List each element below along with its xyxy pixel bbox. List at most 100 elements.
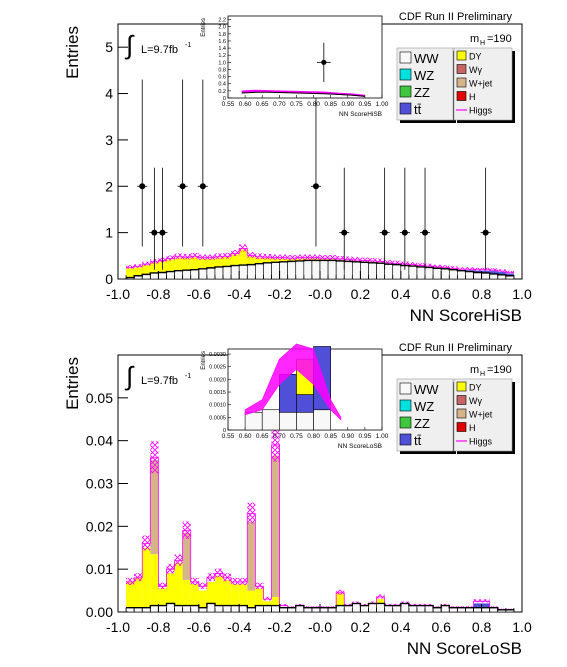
higgs-band-12 — [223, 573, 232, 582]
bar-ww-34 — [400, 603, 410, 613]
higgs-band-25 — [328, 255, 337, 261]
higgs-band-13 — [231, 249, 240, 257]
legend-swatch-2 — [399, 416, 412, 429]
x-tick-label-7: 0.4 — [391, 619, 411, 635]
inset-y-tick-label-10: 2.0 — [218, 25, 226, 31]
higgs-band-32 — [384, 260, 393, 265]
bar-dy-14 — [239, 584, 248, 606]
higgs-band-37 — [425, 263, 434, 268]
x-tick-label-4: -0.2 — [268, 619, 292, 635]
bar-dy-9 — [198, 258, 207, 269]
data-point-0 — [139, 183, 146, 190]
data-point-7 — [381, 229, 388, 236]
bar-ww-28 — [352, 261, 361, 280]
higgs-band-40 — [449, 266, 458, 270]
bar-ww-8 — [190, 605, 200, 613]
bar-w+jet-15 — [247, 522, 256, 591]
inset-y-tick-label-8: 1.6 — [218, 39, 226, 45]
bar-ww-27 — [343, 261, 353, 280]
higgs-band-47 — [505, 270, 514, 274]
higgs-band-10 — [206, 254, 215, 260]
bar-ww-24 — [319, 260, 329, 280]
mass-subscript: H — [480, 371, 485, 378]
higgs-band-28 — [352, 257, 361, 262]
bar-ww-20 — [287, 261, 297, 280]
bar-ww-10 — [206, 603, 216, 613]
bar-ww-8 — [190, 269, 200, 280]
bar-ww-19 — [279, 261, 288, 280]
x-tick-label-5: -0.0 — [308, 619, 332, 635]
bar-ww-30 — [368, 603, 377, 613]
bar-ww-42 — [465, 271, 474, 280]
bar-ww-26 — [335, 260, 345, 280]
bar-ww-14 — [238, 605, 248, 613]
inset-x-tick-label-2: 0.65 — [256, 433, 269, 440]
higgs-band-31 — [376, 258, 385, 264]
bar-ww-3 — [150, 272, 159, 280]
inset-x-tick-label-8: 0.95 — [359, 101, 372, 108]
bar-dy-12 — [223, 579, 232, 606]
bar-ww-16 — [255, 263, 264, 280]
legend-swatch-2 — [399, 85, 412, 98]
inset-y-tick-label-4: 0.8 — [218, 67, 226, 73]
inset-bar-ww-1 — [261, 409, 280, 431]
lumi-label: L=9.7fb — [141, 44, 178, 56]
higgs-band-26 — [336, 256, 345, 262]
legend-swatch-7 — [456, 422, 467, 432]
bar-dy-3 — [150, 554, 159, 606]
higgs-band-6 — [174, 253, 183, 259]
legend-entry-8: Higgs — [469, 106, 493, 116]
bar-ww-11 — [214, 605, 224, 613]
data-point-8 — [401, 229, 408, 236]
legend-entry-7: H — [469, 92, 476, 102]
higgs-band-1 — [134, 264, 143, 268]
bar-dy-6 — [174, 562, 183, 606]
legend-entry-3: tt̄ — [414, 102, 422, 117]
higgs-band-10 — [206, 573, 215, 582]
x-tick-label-0: -1.0 — [106, 619, 130, 635]
bar-ww-33 — [392, 264, 402, 280]
x-tick-label-10: 1.0 — [512, 286, 532, 302]
bar-ww-45 — [489, 273, 499, 280]
higgs-band-39 — [441, 265, 450, 269]
bar-tt-44 — [481, 270, 490, 273]
bar-dy-6 — [174, 257, 183, 271]
ww-outline — [126, 259, 514, 279]
bar-ww-22 — [303, 260, 313, 280]
bar-ww-30 — [368, 262, 377, 280]
bar-dy-15 — [247, 590, 256, 608]
y-tick-label-2: 0.02 — [86, 518, 113, 534]
bar-ww-44 — [481, 272, 490, 280]
higgs-band-7 — [182, 254, 191, 260]
bar-ww-40 — [448, 269, 458, 280]
higgs-band-12 — [223, 252, 232, 259]
legend-entry-2: ZZ — [414, 416, 430, 431]
inset-x-tick-label-6: 0.85 — [324, 101, 337, 108]
higgs-band-8 — [190, 252, 199, 259]
higgs-band-43 — [473, 267, 482, 271]
inset-x-tick-label-1: 0.60 — [239, 433, 252, 440]
inset-x-axis-label: NN ScoreLoSB — [338, 443, 382, 450]
legend: WW WZ ZZ tt̄ DY Wγ W+jet H Higgs — [396, 47, 515, 123]
bar-ww-5 — [166, 603, 175, 613]
higgs-band-18 — [271, 427, 280, 462]
bar-dy-2 — [142, 265, 151, 275]
inset-x-tick-label-3: 0.70 — [273, 101, 286, 108]
bar-dy-9 — [198, 590, 207, 608]
higgs-band-16 — [255, 582, 264, 589]
y-tick-label-4: 4 — [105, 86, 113, 102]
higgs-band-16 — [255, 253, 264, 259]
bar-dy-5 — [166, 259, 175, 272]
bar-ww-39 — [440, 605, 450, 613]
inset-x-tick-label-9: 1.00 — [376, 101, 389, 108]
higgs-band-24 — [320, 255, 329, 261]
inset-x-tick-label-5: 0.80 — [307, 433, 320, 440]
bar-ww-17 — [263, 262, 272, 280]
higgs-band-29 — [360, 257, 369, 263]
bar-w+jet-18 — [271, 455, 280, 598]
data-point-3 — [179, 183, 186, 190]
higgs-band-15 — [247, 502, 256, 524]
banner-label: CDF Run II Preliminary — [399, 11, 513, 23]
x-tick-label-8: 0.6 — [431, 286, 451, 302]
higgs-band-27 — [344, 256, 353, 262]
